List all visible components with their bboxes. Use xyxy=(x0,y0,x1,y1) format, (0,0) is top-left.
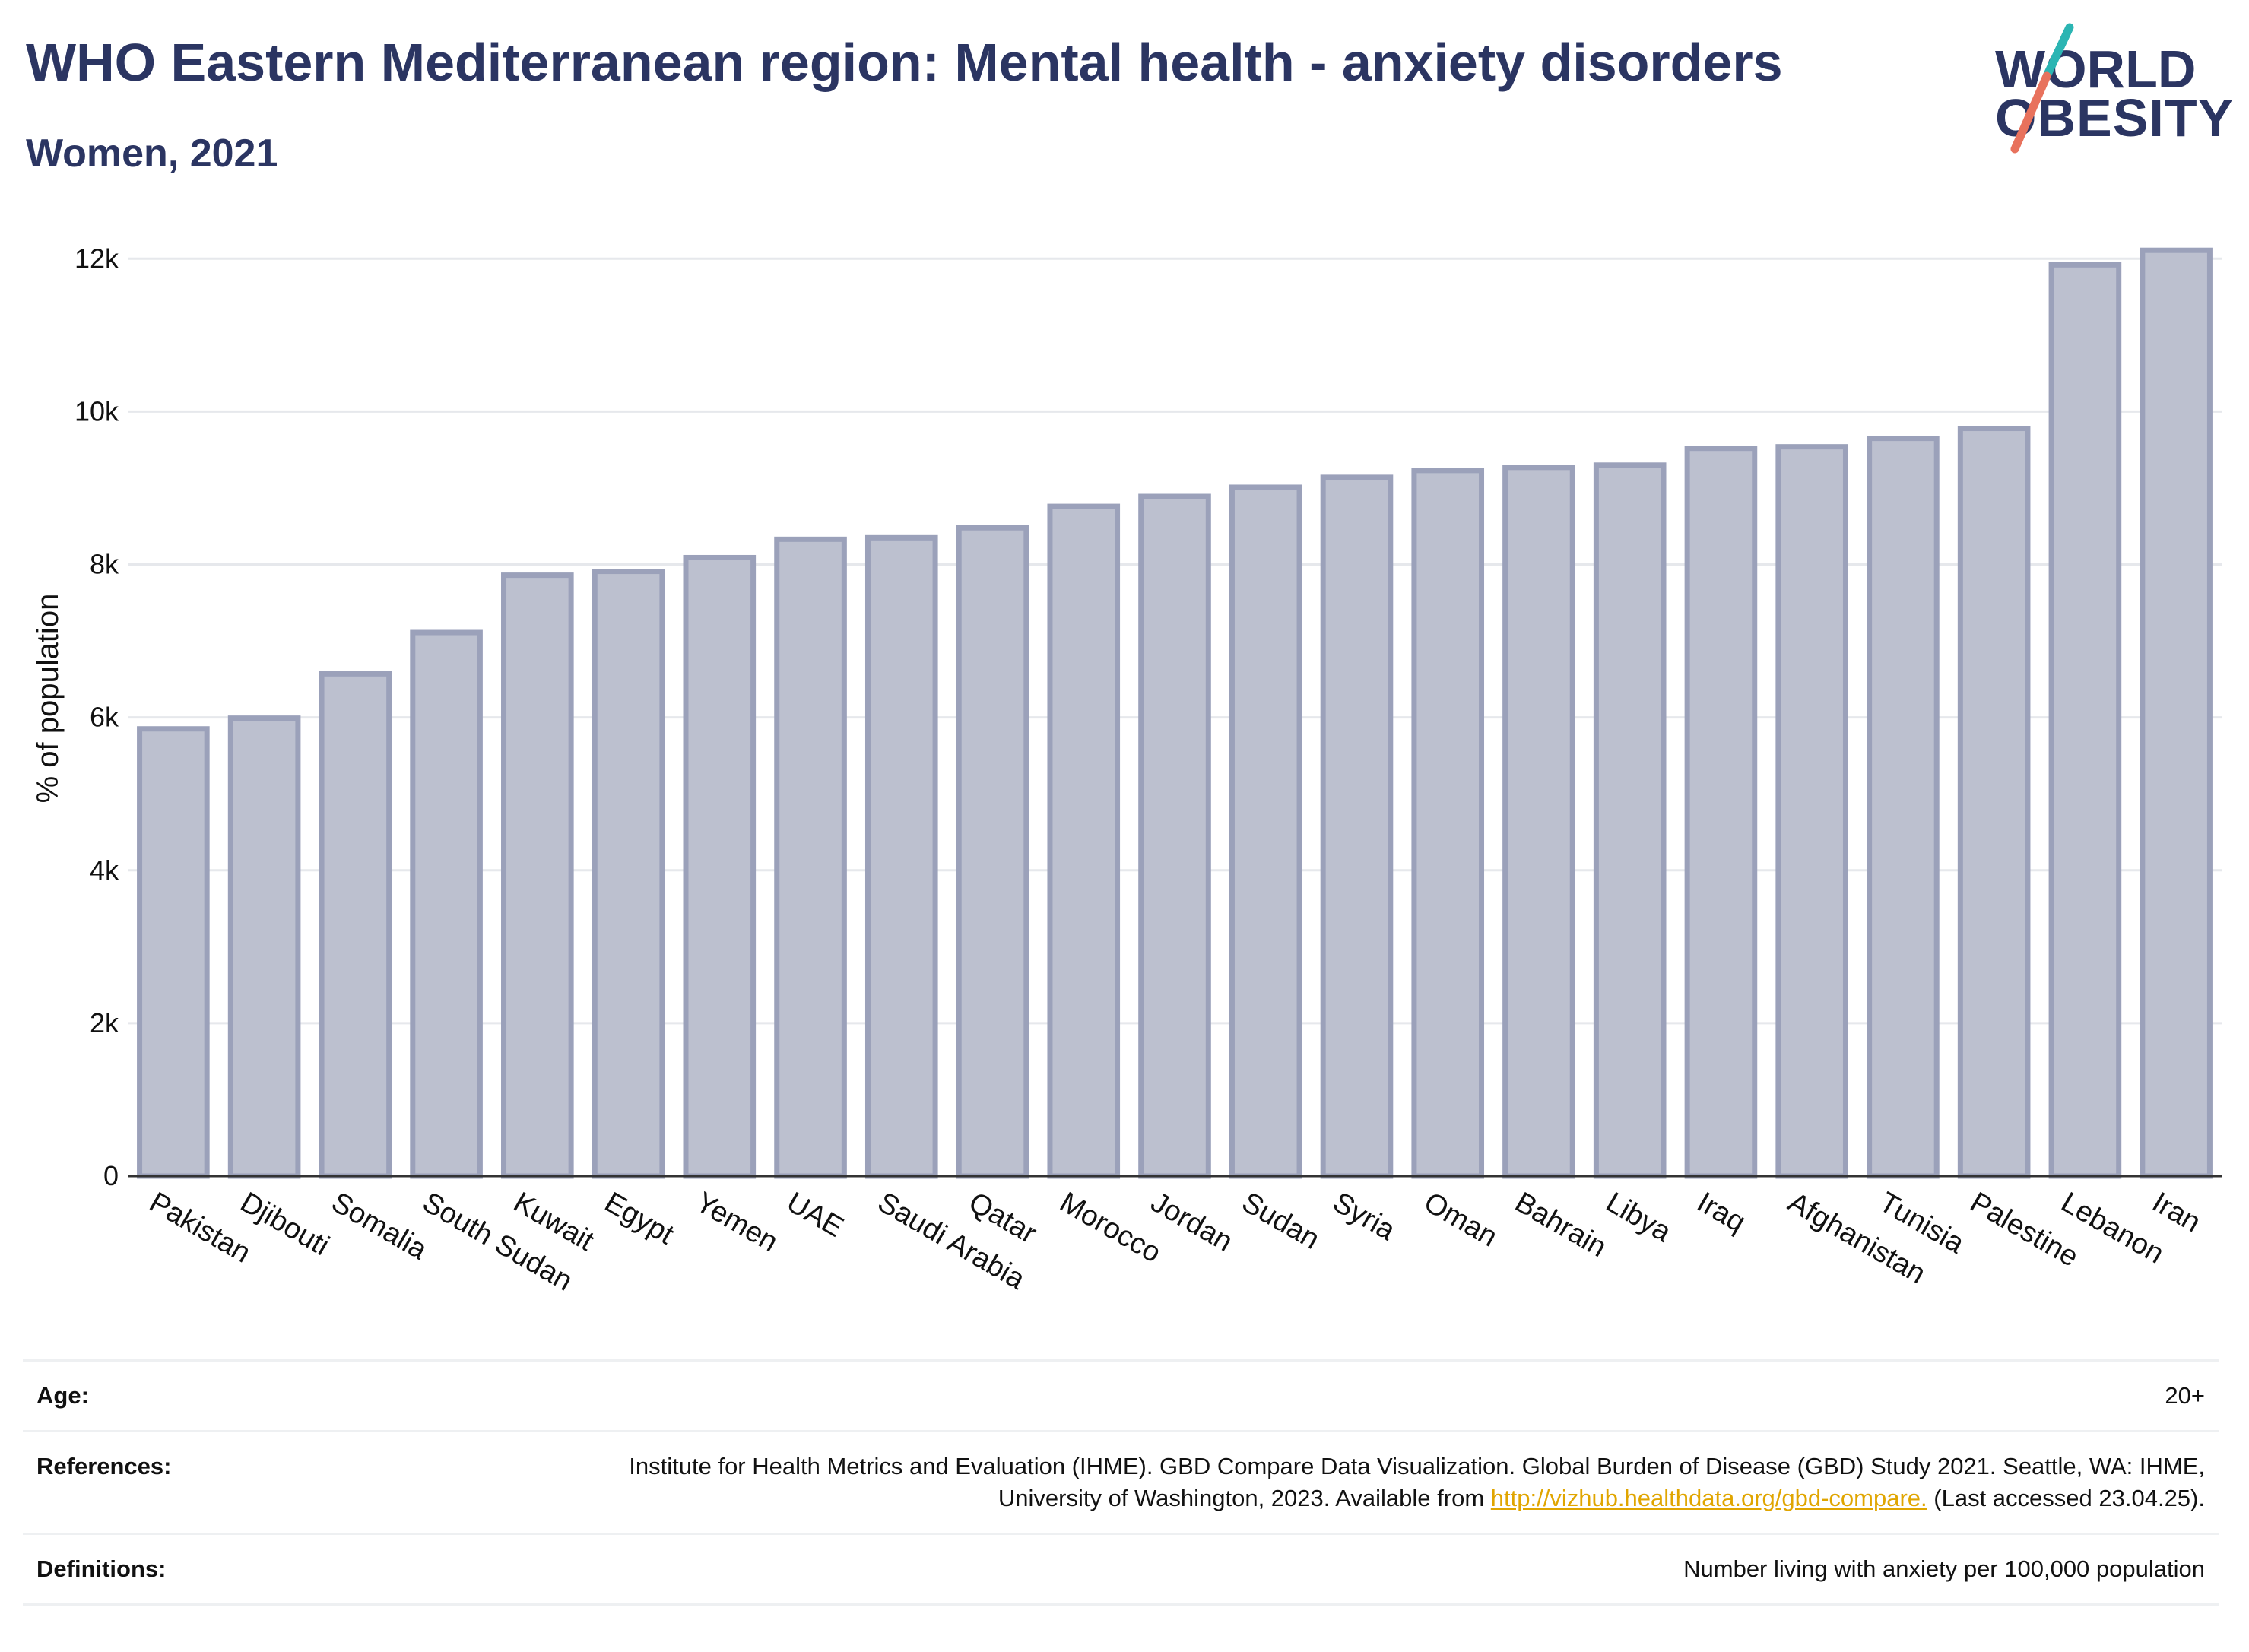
references-value: Institute for Health Metrics and Evaluat… xyxy=(623,1451,2205,1514)
chart-title: WHO Eastern Mediterranean region: Mental… xyxy=(26,33,1783,92)
bar-syria xyxy=(1320,474,1394,1179)
y-tick-label: 0 xyxy=(103,1160,119,1191)
definitions-label: Definitions: xyxy=(36,1555,167,1582)
bar-qatar xyxy=(956,525,1029,1179)
x-tick-label: Morocco xyxy=(1055,1186,1166,1269)
y-tick-label: 12k xyxy=(75,243,119,274)
age-label: Age: xyxy=(36,1382,89,1409)
bar-chart: 02k4k6k8k10k12kPakistanDjiboutiSomaliaSo… xyxy=(31,243,2222,1298)
bar-kuwait xyxy=(501,572,574,1179)
bar-palestine xyxy=(1957,426,2031,1179)
references-label: References: xyxy=(36,1453,172,1479)
y-tick-label: 4k xyxy=(90,855,119,886)
bar-lebanon xyxy=(2048,262,2122,1179)
x-tick-label: Sudan xyxy=(1236,1186,1324,1255)
y-tick-label: 2k xyxy=(90,1007,119,1038)
x-tick-label: UAE xyxy=(782,1186,849,1243)
y-tick-label: 8k xyxy=(90,549,119,580)
x-tick-label: Iran xyxy=(2147,1186,2206,1238)
y-tick-label: 10k xyxy=(75,395,119,426)
info-row-references: References: Institute for Health Metrics… xyxy=(23,1430,2219,1533)
x-tick-label: Egypt xyxy=(599,1186,680,1251)
bar-bahrain xyxy=(1502,465,1575,1179)
x-tick-label: Libya xyxy=(1600,1186,1676,1248)
x-tick-label: Syria xyxy=(1328,1186,1401,1247)
logo-line-world: WORLD xyxy=(1995,40,2197,99)
bar-libya xyxy=(1593,462,1667,1179)
references-text: Institute for Health Metrics and Evaluat… xyxy=(629,1453,2205,1511)
x-tick-label: Yemen xyxy=(690,1186,783,1258)
bar-afghanistan xyxy=(1775,444,1848,1179)
bar-pakistan xyxy=(137,726,210,1179)
bar-uae xyxy=(774,536,847,1179)
bar-saudi-arabia xyxy=(864,534,938,1179)
world-obesity-logo: WORLD OBESITY xyxy=(1984,23,2235,160)
x-tick-label: Somalia xyxy=(326,1186,433,1266)
bar-jordan xyxy=(1138,493,1211,1179)
info-row-age: Age: 20+ xyxy=(23,1359,2219,1430)
logo-slash-icon xyxy=(2010,23,2074,154)
bars xyxy=(137,247,2213,1179)
bar-egypt xyxy=(592,569,665,1179)
y-axis-label: % of population xyxy=(31,594,65,804)
references-suffix: (Last accessed 23.04.25). xyxy=(1933,1485,2205,1511)
bar-oman xyxy=(1411,468,1485,1179)
bar-morocco xyxy=(1047,503,1121,1179)
bar-somalia xyxy=(319,671,392,1179)
x-tick-label: Oman xyxy=(1419,1186,1503,1253)
age-value: 20+ xyxy=(2165,1382,2205,1409)
definitions-value: Number living with anxiety per 100,000 p… xyxy=(1683,1555,2205,1582)
x-tick-label: Pakistan xyxy=(144,1186,255,1269)
info-row-definitions: Definitions: Number living with anxiety … xyxy=(23,1533,2219,1606)
y-tick-label: 6k xyxy=(90,702,119,733)
bar-yemen xyxy=(683,554,757,1179)
chart-subtitle: Women, 2021 xyxy=(26,132,278,176)
bar-tunisia xyxy=(1867,436,1940,1179)
x-tick-label: Iraq xyxy=(1692,1186,1751,1238)
bar-djibouti xyxy=(227,715,301,1179)
bar-iran xyxy=(2140,247,2213,1179)
bar-sudan xyxy=(1229,484,1302,1179)
bar-iraq xyxy=(1684,446,1758,1179)
info-table: Age: 20+ References: Institute for Healt… xyxy=(23,1359,2219,1606)
references-link[interactable]: http://vizhub.healthdata.org/gbd-compare… xyxy=(1490,1485,1927,1511)
bar-south-sudan xyxy=(410,629,483,1179)
x-tick-label: Bahrain xyxy=(1509,1186,1611,1264)
